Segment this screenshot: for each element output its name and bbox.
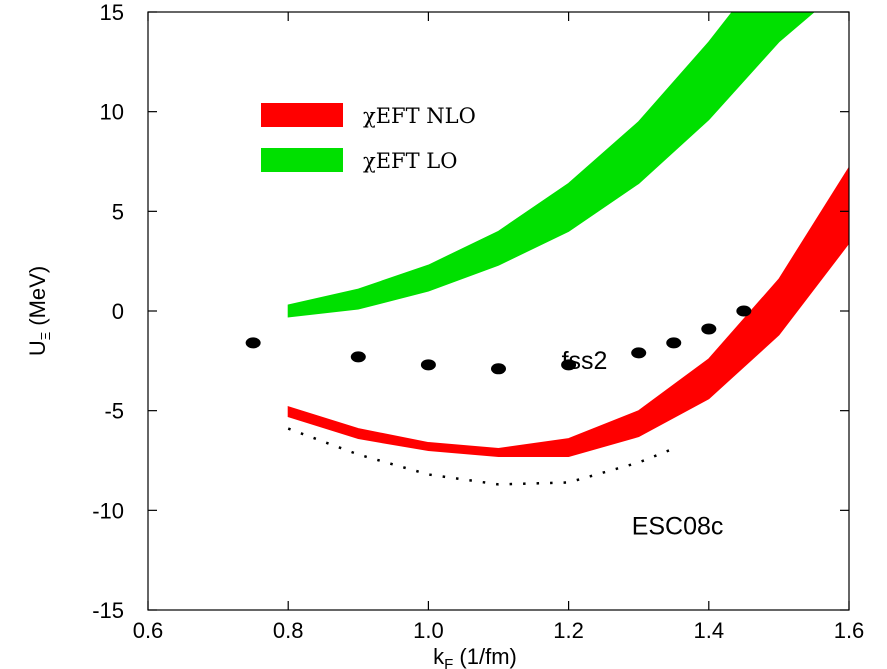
fss2-point: [420, 359, 436, 371]
x-axis-title: kF (1/fm): [433, 644, 517, 669]
legend-swatch: [261, 103, 343, 127]
fss2-point: [666, 337, 682, 349]
y-tick-label: -15: [92, 598, 124, 623]
legend-label: χEFT NLO: [363, 104, 476, 128]
fss2-point: [631, 347, 647, 359]
legend-label: χEFT LO: [363, 149, 457, 173]
annotations: fss2 ESC08c: [562, 347, 724, 540]
fss2-point: [561, 359, 577, 371]
y-axis-title: UΞ (MeV): [25, 266, 53, 356]
x-tick-label: 0.8: [273, 618, 304, 643]
y-axis-title-subscript: Ξ: [38, 332, 53, 340]
y-tick-label: -10: [92, 498, 124, 523]
x-tick-label: 1.0: [413, 618, 444, 643]
plot-marks: [245, 12, 849, 486]
annotation-label: ESC08c: [632, 512, 724, 540]
band-series-0: [287, 166, 849, 458]
y-tick-label: -5: [104, 399, 124, 424]
y-tick-label: 15: [100, 0, 124, 25]
x-tick-label: 1.2: [553, 618, 584, 643]
x-axis-title-subscript: F: [444, 656, 453, 669]
x-tick-label: 0.6: [133, 618, 164, 643]
x-axis-title-units: (1/fm): [453, 644, 517, 669]
x-tick-label: 1.4: [694, 618, 725, 643]
legend: χEFT NLO χEFT LO: [261, 103, 476, 173]
y-tick-label: 0: [112, 299, 124, 324]
x-tick-label: 1.6: [834, 618, 865, 643]
y-axis-title-main: U: [25, 340, 50, 356]
y-axis-title-units: (MeV): [25, 266, 50, 332]
esc08c-dotted-line: [287, 427, 675, 486]
y-tick-label: 5: [112, 199, 124, 224]
fss2-point: [350, 351, 366, 363]
fss2-point: [491, 363, 506, 375]
fss2-point: [701, 323, 717, 335]
legend-swatch: [261, 148, 343, 172]
x-axis-title-main: k: [433, 644, 445, 669]
band-series-1: [287, 12, 815, 318]
fss2-point: [736, 305, 752, 317]
y-tick-label: 10: [100, 100, 124, 125]
fss2-point: [245, 337, 261, 349]
axis-ticks: 0.6 0.8 1.0 1.2 1.4 1.6 -15 -10 -5 0 5 10 15: [92, 0, 864, 643]
annotation-label: fss2: [562, 347, 608, 375]
